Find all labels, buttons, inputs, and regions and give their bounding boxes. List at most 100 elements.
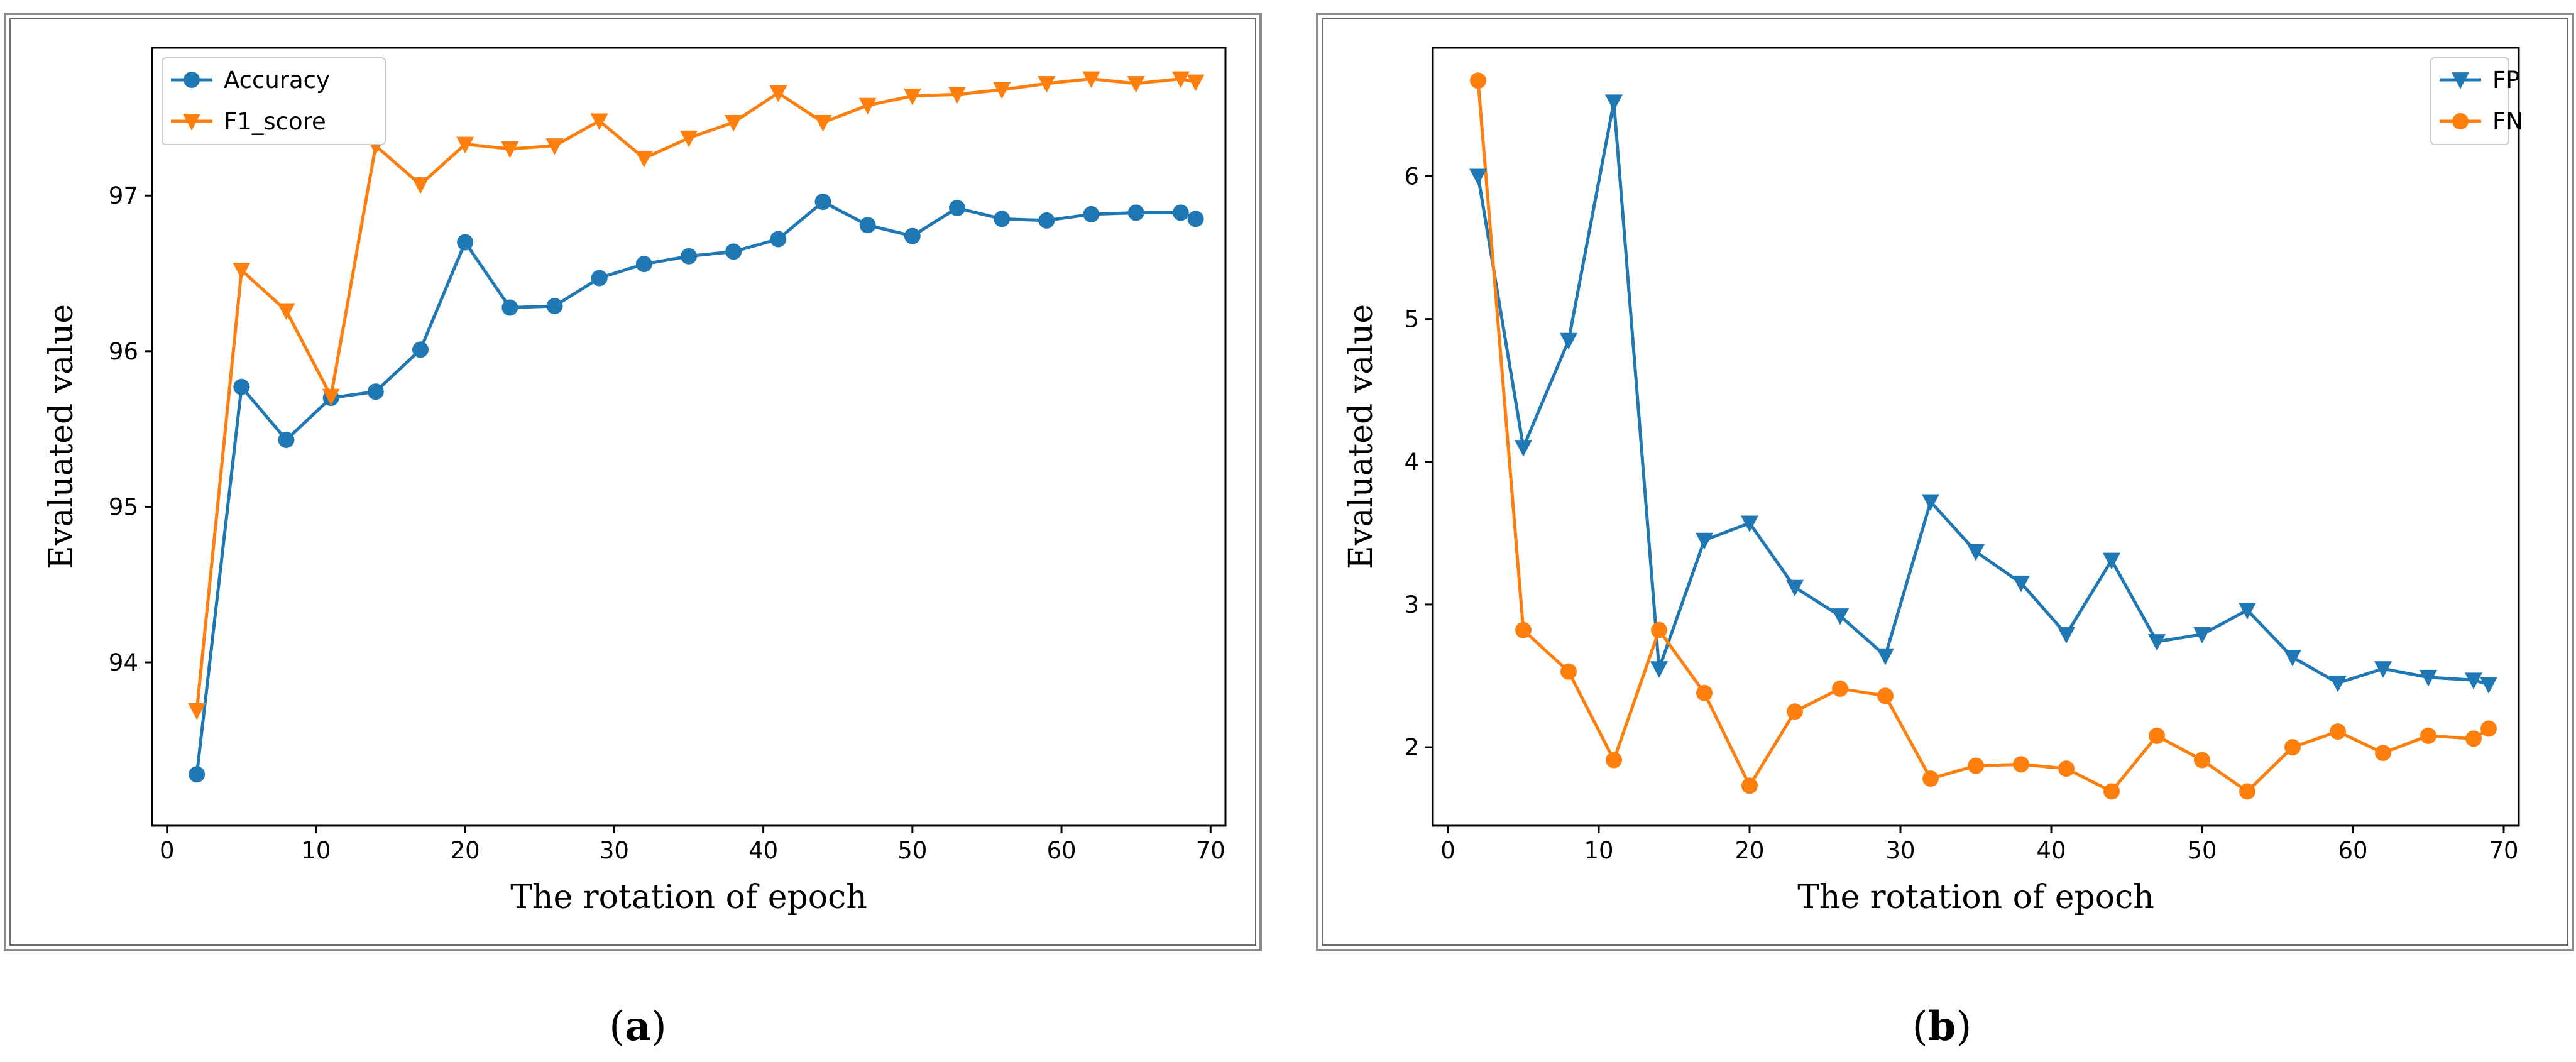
- panel-a-accuracy-point: [501, 299, 518, 316]
- panel-a-accuracy-point: [904, 227, 921, 244]
- panel-a-f1_score-point: [1171, 71, 1190, 89]
- panel-a-f1_score-point: [277, 303, 295, 320]
- panel-b-fn-point: [2375, 745, 2391, 762]
- panel-a-legend-f1_score-marker: [183, 114, 200, 131]
- panel-b-x-tick-label: 50: [2187, 837, 2217, 864]
- panel-b-legend-fp-label: FP: [2492, 67, 2520, 94]
- panel-a-accuracy-point: [1083, 205, 1100, 222]
- panel-b-fp-point: [2193, 627, 2211, 644]
- panel-b-y-tick-label: 5: [1404, 306, 1419, 333]
- panel-a-accuracy-point: [814, 194, 831, 211]
- panel-a-f1_score-point: [725, 114, 743, 132]
- panel-b-x-tick-label: 20: [1735, 837, 1764, 864]
- panel-a-legend-accuracy-label: Accuracy: [224, 67, 330, 94]
- panel-a-series-f1_score-line: [195, 77, 1197, 711]
- panel-b-fp-point: [1922, 494, 1939, 512]
- panel-b-fn-point: [1741, 777, 1758, 794]
- panel-b-fp-point: [2420, 669, 2437, 687]
- panel-a-f1_score-point: [501, 141, 519, 158]
- panel-b-frame-outer: [1316, 13, 2574, 951]
- panel-a-f1_score-point: [322, 388, 340, 406]
- panel-b-fp-point: [1560, 332, 1577, 350]
- panel-a-accuracy-point: [725, 243, 742, 260]
- panel-b-fn-point: [1470, 72, 1486, 89]
- panel-a-legend-f1_score-label: F1_score: [224, 108, 326, 135]
- panel-b-fp-point: [2148, 634, 2166, 651]
- panel-a-f1_score-point: [545, 138, 564, 155]
- panel-a-f1_score-point: [903, 88, 921, 106]
- panel-b-fn-point: [1877, 687, 1894, 704]
- panel-a-legend-box: [162, 57, 386, 145]
- panel-a-f1_score-point: [1187, 74, 1205, 92]
- panel-a-accuracy-point: [278, 431, 295, 448]
- panel-a-f1_score-point: [1082, 71, 1100, 89]
- panel-a-accuracy-point: [457, 234, 474, 251]
- panel-a-x-tick-label: 50: [897, 837, 927, 864]
- panel-b-x-tick-label: 60: [2338, 837, 2367, 864]
- panel-a-legend-accuracy-marker: [184, 72, 200, 88]
- panel-a-series: [188, 71, 1205, 783]
- panel-b-fp-point: [2103, 552, 2120, 570]
- panel-b-fn-point: [2330, 723, 2346, 740]
- panel-b-fp-point: [1741, 515, 1758, 533]
- panel-b-fn-point: [1832, 680, 1848, 697]
- panel-b-fn-point: [2149, 727, 2165, 744]
- panel-a-f1_score-point: [1127, 76, 1145, 93]
- panel-b-fn-point: [2103, 783, 2120, 800]
- panel-b-ticks: 0 10 20 30 40 50 60 70 2 3 4 5 6: [1404, 163, 2518, 864]
- panel-b-fn-point: [2058, 760, 2075, 777]
- panel-b-fp-point: [1967, 544, 1985, 561]
- panel-a-f1_score-point: [993, 82, 1011, 99]
- panel-a-x-tick-label: 20: [451, 837, 480, 864]
- panel-a-ticks: 0 10 20 30 40 50 60 70 94 95 96 97: [109, 182, 1225, 864]
- panel-b-fp-point: [1605, 94, 1623, 112]
- panel-a-x-axis-label: The rotation of epoch: [510, 879, 867, 916]
- panel-a-accuracy-point: [1038, 212, 1055, 229]
- panel-b-fp-point: [2239, 603, 2256, 620]
- panel-a-f1_score-point: [858, 97, 877, 115]
- panel-b-fn-point: [1922, 770, 1939, 787]
- panel-a-accuracy-point: [994, 211, 1011, 227]
- panel-b-fn-point: [1968, 757, 1984, 774]
- panel-a-f1_score-point: [456, 136, 474, 154]
- panel-a-f1_score-point: [948, 87, 966, 104]
- panel-a-f1_score-point: [233, 263, 251, 280]
- panel-a-frame-outer: [4, 13, 1262, 951]
- panel-b-legend: FP FN: [2430, 57, 2523, 145]
- panel-a-x-tick-label: 60: [1047, 837, 1077, 864]
- panel-a-y-tick-label: 96: [109, 338, 138, 365]
- panel-b-fn-point: [2465, 730, 2482, 747]
- panel-a-x-tick-label: 10: [301, 837, 331, 864]
- panel-b-fn-point: [1787, 703, 1803, 720]
- panel-b-y-axis-label: Evaluated value: [1342, 304, 1380, 569]
- panel-b-fn-point: [2420, 727, 2436, 744]
- panel-a-accuracy-point: [635, 256, 652, 273]
- panel-a-y-tick-label: 95: [109, 493, 138, 520]
- panel-a-f1_score-point: [769, 85, 787, 102]
- panel-b-fn-point: [2284, 739, 2301, 756]
- panel-b-fp-point: [2058, 627, 2075, 644]
- panel-a-x-tick-label: 40: [748, 837, 778, 864]
- panel-b-caption-close: ): [1956, 1004, 1971, 1050]
- panel-b-y-tick-label: 6: [1404, 163, 1419, 190]
- panel-b-fp-point: [1515, 440, 1532, 457]
- panel-a-accuracy-point: [1127, 204, 1144, 221]
- panel-b-fp-point: [2329, 675, 2347, 692]
- panel-b-fn-point: [2013, 756, 2029, 773]
- panel-b-fn-point: [1606, 752, 1622, 769]
- panel-a-y-axis-label: Evaluated value: [43, 304, 80, 569]
- panel-b-fn-point: [1651, 621, 1667, 638]
- panel-b-x-tick-label: 0: [1440, 837, 1455, 864]
- panel-a-f1_score-point: [1038, 76, 1056, 93]
- panel-b-series-fn-line: [1476, 80, 2490, 793]
- panel-a-legend: Accuracy F1_score: [162, 57, 386, 145]
- panel-a-plot-area: [151, 47, 1227, 827]
- panel-b-y-tick-label: 3: [1404, 591, 1419, 618]
- panel-b-caption-open: (: [1912, 1004, 1928, 1050]
- panel-a-f1_score-point: [188, 703, 206, 720]
- panel-b-fp-point: [2284, 650, 2301, 667]
- panel-a-caption-close: ): [651, 1004, 667, 1050]
- panel-b-fn-point: [2480, 720, 2497, 737]
- panel-b-fn-point: [2239, 783, 2255, 800]
